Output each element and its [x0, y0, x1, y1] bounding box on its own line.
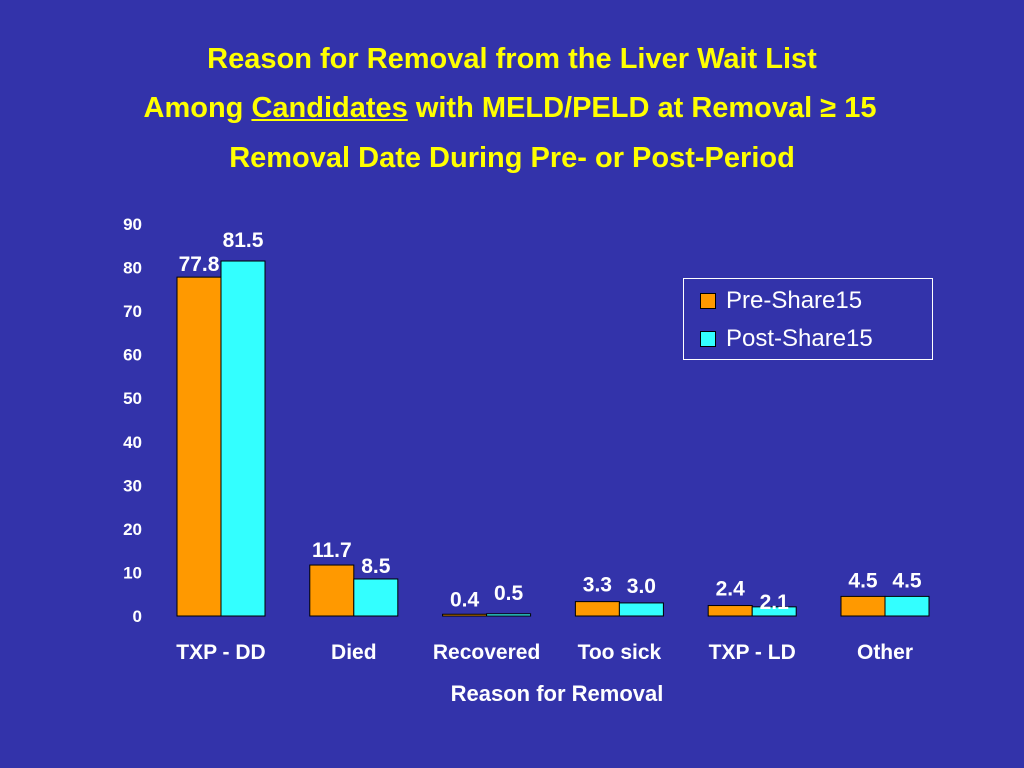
bar-pre-share15	[309, 564, 355, 617]
y-tick-label: 60	[123, 346, 142, 365]
y-tick-label: 0	[133, 607, 142, 626]
bar-post-share15	[618, 602, 664, 617]
bar-pre-share15	[707, 605, 753, 617]
bar-post-share15	[220, 260, 266, 617]
bar-post-share15	[884, 595, 930, 617]
bar-value-label: 81.5	[223, 229, 264, 252]
bar-pre-share15	[176, 276, 222, 617]
bar-pre-share15	[574, 601, 620, 617]
chart-subtitle: Removal Date During Pre- or Post-Period	[229, 142, 795, 174]
y-tick-label: 40	[123, 433, 142, 452]
bar-value-label: 0.4	[450, 588, 480, 611]
legend-item-pre: Pre-Share15	[700, 287, 862, 315]
y-tick-label: 80	[123, 259, 142, 278]
legend-label-post: Post-Share15	[726, 325, 873, 352]
bar-value-label: 77.8	[179, 253, 220, 276]
y-tick-label: 90	[123, 215, 142, 234]
bar-post-share15	[353, 578, 399, 617]
chart-title-line1: Reason for Removal from the Liver Wait L…	[207, 43, 817, 75]
chart-title-line2: Among Candidates with MELD/PELD at Remov…	[0, 94, 1020, 123]
title-line2-underlined: Candidates	[251, 92, 408, 124]
bar-pre-share15	[840, 595, 886, 617]
bar-value-label: 2.4	[716, 578, 746, 601]
bar-value-label: 11.7	[312, 539, 352, 562]
bar-value-label: 4.5	[848, 569, 878, 592]
x-category-label: TXP - LD	[709, 641, 796, 664]
x-category-label: TXP - DD	[176, 641, 265, 664]
legend-swatch-post	[700, 331, 716, 347]
x-category-label: Died	[331, 641, 377, 664]
bar-pre-share15	[442, 613, 488, 617]
y-tick-label: 10	[123, 563, 142, 582]
x-category-label: Recovered	[433, 641, 540, 664]
legend-label-pre: Pre-Share15	[726, 287, 863, 314]
y-tick-label: 70	[123, 302, 142, 321]
bar-post-share15	[486, 613, 532, 617]
bar-value-label: 3.3	[583, 574, 612, 597]
x-axis-title: Reason for Removal	[451, 681, 664, 706]
y-tick-label: 30	[123, 476, 142, 495]
bar-value-label: 2.1	[760, 591, 790, 614]
title-line2-prefix: Among	[143, 92, 252, 124]
x-category-label: Too sick	[578, 641, 662, 664]
bar-value-label: 4.5	[892, 569, 922, 592]
chart-legend: Pre-Share15 Post-Share15	[683, 278, 933, 360]
title-line2-suffix: with MELD/PELD at Removal ≥ 15	[407, 92, 877, 124]
legend-swatch-pre	[700, 293, 716, 309]
bar-value-label: 8.5	[361, 555, 391, 578]
y-tick-label: 50	[123, 389, 142, 408]
bar-value-label: 3.0	[627, 575, 656, 598]
legend-item-post: Post-Share15	[700, 325, 873, 353]
y-tick-label: 20	[123, 520, 142, 539]
bar-value-label: 0.5	[494, 582, 524, 605]
bar-post-share15	[751, 606, 797, 617]
x-category-label: Other	[857, 641, 913, 664]
